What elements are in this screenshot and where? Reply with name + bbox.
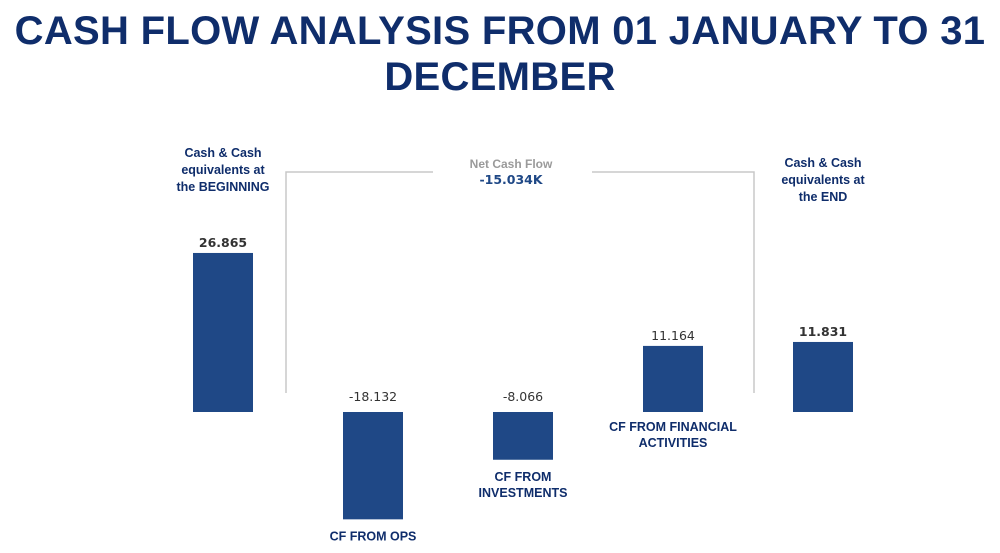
category-label: CF FROM bbox=[495, 470, 552, 484]
category-label: CF FROM FINANCIAL bbox=[609, 420, 737, 434]
category-label: ACTIVITIES bbox=[639, 436, 708, 450]
bracket-right bbox=[592, 171, 755, 393]
value-label: 11.164 bbox=[651, 328, 695, 343]
bar bbox=[193, 252, 253, 412]
net-cash-flow-bracket: Net Cash Flow -15.034K bbox=[285, 157, 755, 393]
category-label: CF FROM OPS bbox=[330, 529, 417, 543]
bracket-left bbox=[285, 171, 433, 393]
value-label: 26.865 bbox=[199, 235, 247, 250]
category-label: Cash & Cash bbox=[784, 156, 861, 170]
net-cash-flow-value: -15.034K bbox=[479, 172, 543, 187]
category-label: the BEGINNING bbox=[176, 180, 269, 194]
bar bbox=[793, 341, 853, 412]
value-label: -18.132 bbox=[349, 389, 397, 404]
category-label: Cash & Cash bbox=[184, 146, 261, 160]
category-label: the END bbox=[799, 190, 848, 204]
value-label: 11.831 bbox=[799, 324, 847, 339]
net-cash-flow-label: Net Cash Flow bbox=[470, 157, 553, 171]
bar bbox=[643, 345, 703, 412]
chart-title: CASH FLOW ANALYSIS FROM 01 JANUARY TO 31… bbox=[14, 9, 986, 99]
category-label: equivalents at bbox=[781, 173, 865, 187]
category-label: equivalents at bbox=[181, 163, 265, 177]
bar bbox=[343, 412, 403, 520]
bar bbox=[493, 412, 553, 460]
category-label: INVESTMENTS bbox=[479, 486, 568, 500]
value-label: -8.066 bbox=[503, 389, 543, 404]
